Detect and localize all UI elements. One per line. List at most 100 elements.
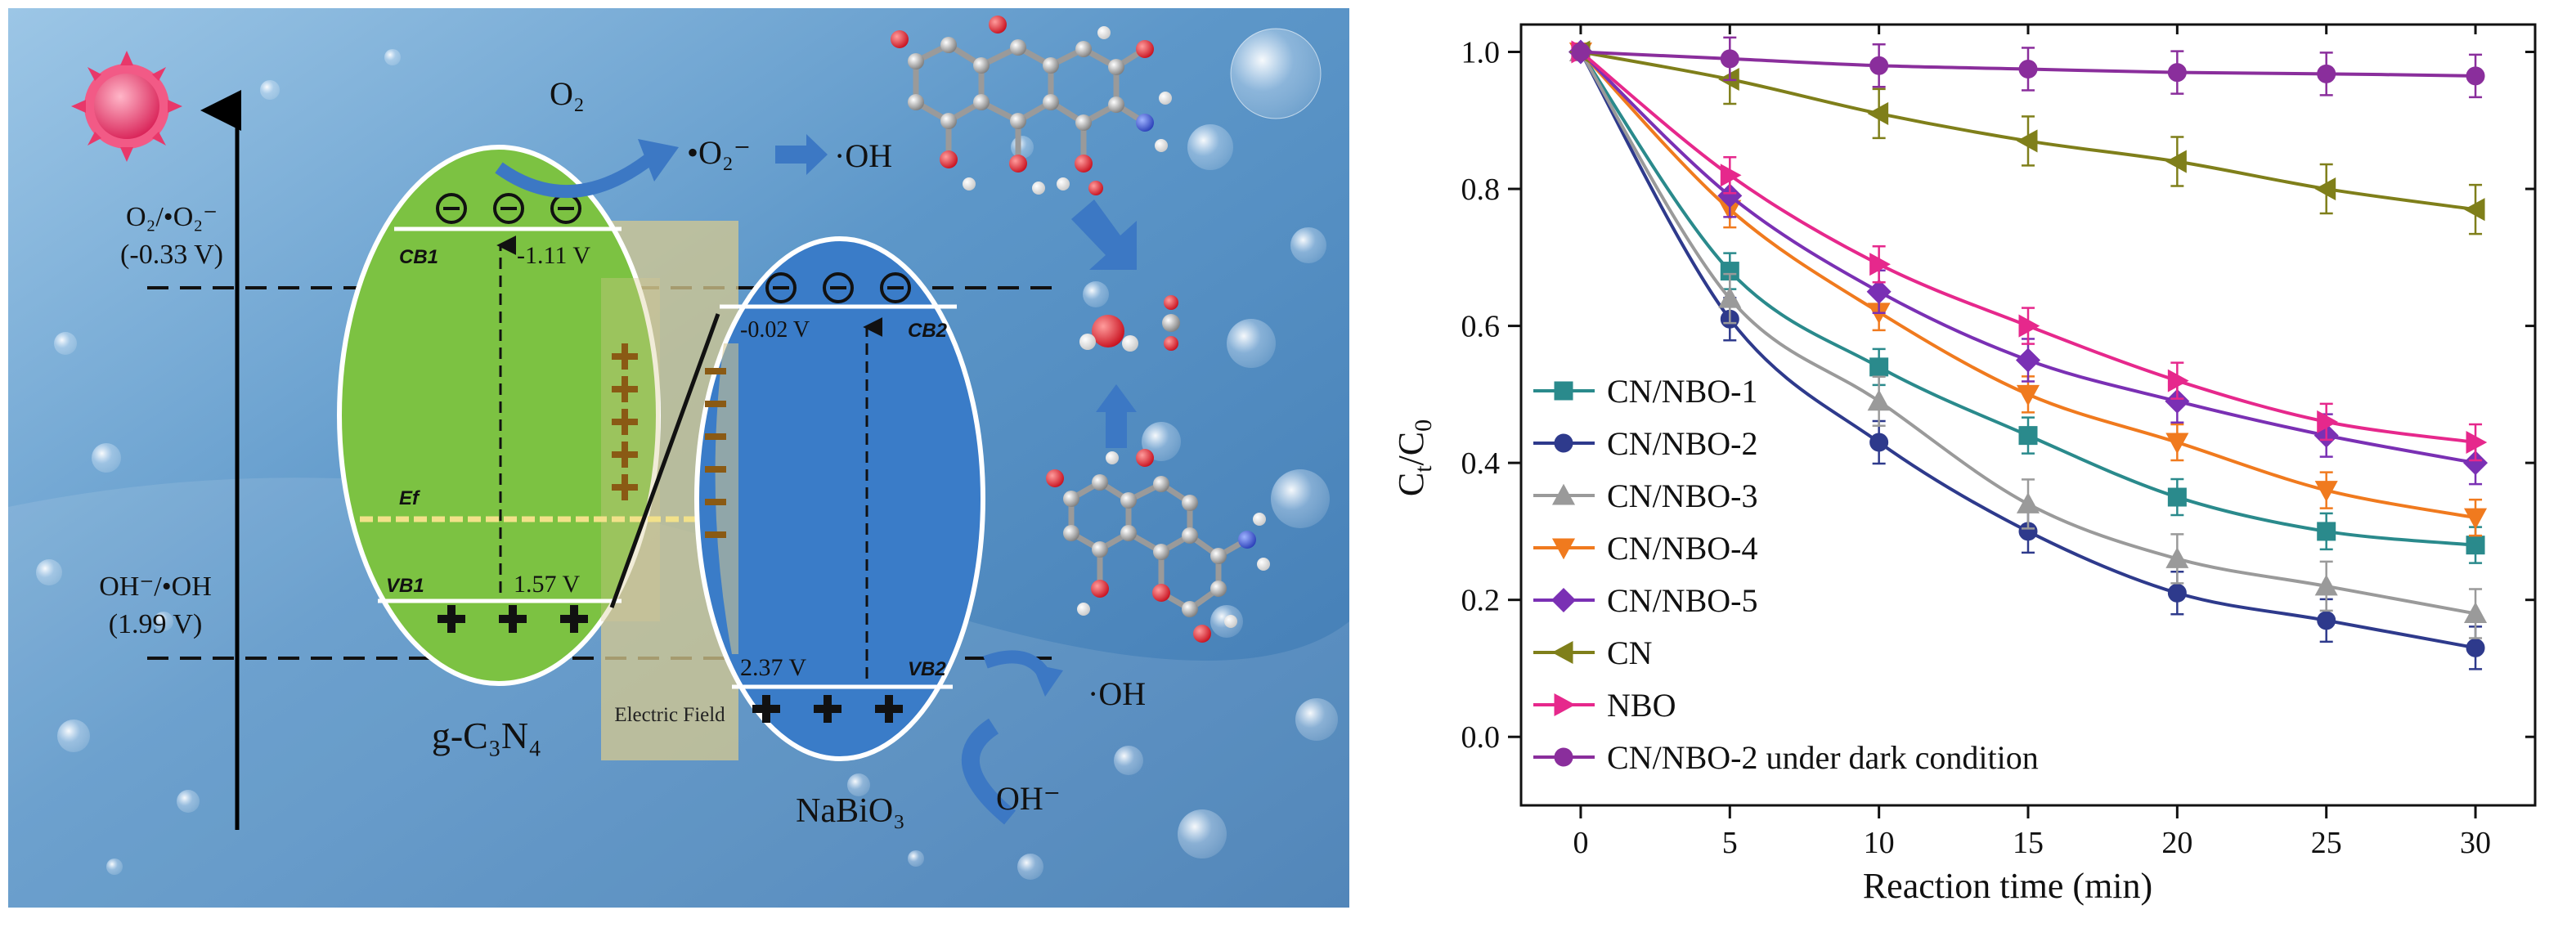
data-point xyxy=(2317,611,2336,630)
data-point xyxy=(2466,638,2485,657)
hydroxide-species: OH⁻ xyxy=(996,780,1061,817)
data-point xyxy=(2018,426,2038,446)
gcn-cb-label: CB1 xyxy=(399,246,438,268)
y-tick-label: 0.0 xyxy=(1461,720,1501,755)
y-tick-label: 1.0 xyxy=(1461,36,1501,70)
product-water-icon xyxy=(1079,315,1138,352)
data-point xyxy=(2167,369,2189,392)
data-point xyxy=(2466,430,2488,455)
sun-icon xyxy=(71,51,182,162)
y-tick-label: 0.6 xyxy=(1461,310,1501,344)
data-point xyxy=(1718,286,1742,308)
mechanism-svg: O₂/•O₂⁻ (-0.33 V) OH⁻/•OH (1.99 V) Elect… xyxy=(8,8,1349,908)
legend-swatch-marker xyxy=(1551,483,1576,505)
oh-pair-label: OH⁻/•OH xyxy=(99,572,212,602)
data-point xyxy=(2463,198,2485,222)
x-tick-label: 25 xyxy=(2311,826,2342,860)
data-point xyxy=(1869,253,1891,276)
data-point xyxy=(2317,410,2338,433)
x-tick-label: 10 xyxy=(1864,826,1895,860)
x-tick-label: 0 xyxy=(1573,826,1588,860)
superoxide-species: •O₂⁻ xyxy=(687,134,751,171)
nbo-holes xyxy=(752,695,903,723)
y-tick-label: 0.4 xyxy=(1461,446,1501,481)
x-axis-label: Reaction time (min) xyxy=(1863,866,2152,906)
nbo-name: NaBiO₃ xyxy=(796,792,905,830)
pollutant-molecule-lower-atoms xyxy=(1046,449,1270,643)
data-point xyxy=(1869,433,1889,452)
bubble-decoration xyxy=(36,28,1338,880)
gcn-name: g-C₃N₄ xyxy=(432,715,541,756)
legend-entry: CN/NBO-1 xyxy=(1533,373,1757,410)
nbo-cb-value: -0.02 V xyxy=(740,317,810,343)
nbo-vb-label: VB2 xyxy=(908,658,946,680)
legend-label: CN/NBO-1 xyxy=(1607,373,1757,410)
x-tick-label: 30 xyxy=(2460,826,2491,860)
data-point xyxy=(2167,583,2187,603)
conversion-arrow-icon xyxy=(775,134,828,175)
legend-swatch-marker xyxy=(1554,747,1573,767)
y-tick-label: 0.2 xyxy=(1461,584,1501,618)
legend-swatch-marker xyxy=(1554,693,1576,717)
y-tick-label: 0.8 xyxy=(1461,173,1501,207)
gcn-cb-value: -1.11 V xyxy=(517,242,590,269)
nbo-band-structure xyxy=(694,236,985,761)
pollutant-molecule-atoms xyxy=(891,16,1172,195)
data-point xyxy=(2165,150,2187,173)
data-point xyxy=(2165,433,2189,455)
nbo-vb-value: 2.37 V xyxy=(740,654,806,681)
data-point xyxy=(1869,56,1889,75)
degradation-arrow-icon xyxy=(1071,199,1137,270)
legend-label: CN/NBO-4 xyxy=(1607,530,1757,567)
legend-label: NBO xyxy=(1607,687,1676,724)
data-point xyxy=(2314,574,2338,596)
legend-entry: CN/NBO-3 xyxy=(1533,477,1757,514)
x-tick-label: 5 xyxy=(1722,826,1738,860)
product-co2-icon xyxy=(1162,295,1180,351)
nbo-electrons xyxy=(765,272,911,303)
y-axis-label: Ct/C0 xyxy=(1391,419,1437,496)
data-point xyxy=(2314,481,2338,502)
z-scheme-transfer-line xyxy=(609,313,720,608)
data-point xyxy=(1866,279,1892,304)
o2-reduction-arrow xyxy=(495,150,658,199)
data-point xyxy=(2317,64,2336,83)
gcn-ef-label: Ef xyxy=(399,487,420,509)
data-point xyxy=(2165,388,2190,414)
legend-label: CN/NBO-2 xyxy=(1607,425,1757,462)
data-point xyxy=(2464,602,2488,623)
negative-charges xyxy=(705,368,726,538)
data-point xyxy=(2464,508,2488,530)
legend-label: CN/NBO-2 under dark condition xyxy=(1607,739,2039,776)
oh-oxidation-curve xyxy=(961,718,1016,825)
data-point xyxy=(2018,59,2038,78)
gcn-vb-label: VB1 xyxy=(386,575,424,597)
data-point xyxy=(2463,451,2488,476)
degradation-up-arrow-icon xyxy=(1096,384,1137,448)
data-point xyxy=(2167,63,2187,83)
mechanism-diagram: O₂/•O₂⁻ (-0.33 V) OH⁻/•OH (1.99 V) Elect… xyxy=(8,8,1349,908)
data-point xyxy=(2018,314,2040,338)
data-point xyxy=(1571,43,1591,62)
o2-species: O₂ xyxy=(550,75,585,112)
data-point xyxy=(1717,183,1743,208)
legend-entry: CN xyxy=(1533,634,1653,671)
data-point xyxy=(2314,177,2336,201)
data-point xyxy=(2317,522,2336,541)
data-point xyxy=(1867,101,1889,125)
legend-entry: NBO xyxy=(1533,687,1676,724)
nbo-cb-label: CB2 xyxy=(908,320,948,342)
data-point xyxy=(2016,129,2038,153)
data-point xyxy=(2466,536,2485,555)
data-point xyxy=(2015,347,2041,373)
data-point xyxy=(1720,49,1739,69)
legend-swatch-marker xyxy=(1551,640,1573,665)
data-point xyxy=(1869,357,1889,377)
degradation-chart: 0 5 10 15 20 25 30 0.0 0.2 0.4 0.6 0.8 1.0 CN/NBO-1 C… xyxy=(1358,0,2576,924)
legend-entry: CN/NBO-5 xyxy=(1533,582,1757,619)
legend-swatch-marker xyxy=(1554,433,1573,453)
gcn-band-structure xyxy=(337,145,900,686)
hydroxyl-radical-top: ·OH xyxy=(834,137,892,174)
x-tick-label: 15 xyxy=(2013,826,2044,860)
chart-svg: 0 5 10 15 20 25 30 0.0 0.2 0.4 0.6 0.8 1.0 CN/NBO-1 C… xyxy=(1358,0,2576,924)
